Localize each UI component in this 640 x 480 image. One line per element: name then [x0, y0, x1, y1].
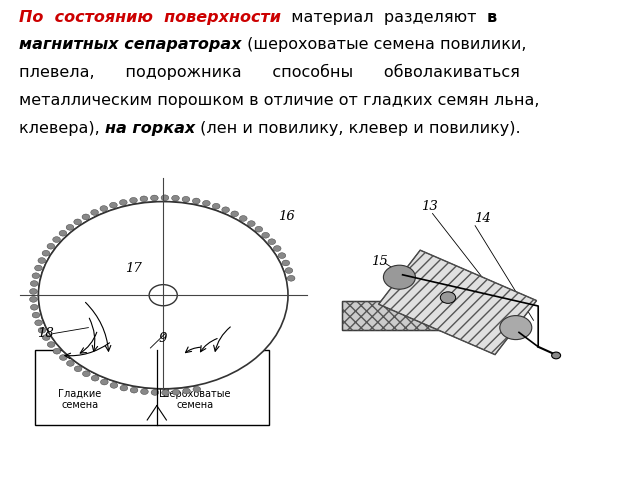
Text: (лен и повилику, клевер и повилику).: (лен и повилику, клевер и повилику). [195, 121, 521, 136]
Circle shape [552, 352, 561, 359]
Circle shape [172, 195, 179, 201]
Text: 18: 18 [37, 327, 54, 340]
Circle shape [32, 312, 40, 318]
Text: материал  разделяют: материал разделяют [281, 10, 487, 24]
Circle shape [38, 327, 46, 333]
Circle shape [74, 366, 82, 372]
Circle shape [151, 390, 159, 396]
Text: (шероховатые семена повилики,: (шероховатые семена повилики, [242, 37, 526, 52]
Text: на горках: на горках [105, 121, 195, 136]
Circle shape [287, 276, 295, 281]
Circle shape [91, 210, 99, 216]
Bar [342, 301, 483, 330]
Circle shape [268, 239, 276, 245]
Circle shape [38, 258, 45, 264]
Circle shape [35, 265, 42, 271]
Circle shape [285, 268, 292, 274]
Text: 16: 16 [278, 210, 295, 224]
Circle shape [29, 288, 37, 294]
Circle shape [74, 219, 81, 225]
Text: клевера),: клевера), [19, 121, 105, 136]
Circle shape [130, 197, 138, 203]
Circle shape [500, 316, 532, 340]
Circle shape [141, 389, 148, 395]
Circle shape [42, 251, 50, 256]
Text: 14: 14 [474, 212, 490, 225]
Circle shape [383, 265, 415, 289]
Circle shape [60, 355, 67, 360]
Circle shape [282, 260, 290, 266]
Circle shape [32, 273, 40, 278]
Circle shape [100, 379, 108, 385]
Text: в: в [487, 10, 497, 24]
Circle shape [202, 201, 210, 206]
Circle shape [47, 342, 55, 348]
Circle shape [150, 195, 158, 201]
Circle shape [149, 285, 177, 306]
Text: По  состоянию  поверхности: По состоянию поверхности [19, 10, 281, 24]
Text: металлическим порошком в отличие от гладких семян льна,: металлическим порошком в отличие от глад… [19, 93, 540, 108]
Text: 13: 13 [421, 200, 438, 213]
Circle shape [255, 227, 262, 232]
Circle shape [248, 221, 255, 227]
Circle shape [262, 232, 269, 238]
Text: 15: 15 [371, 255, 388, 268]
Circle shape [239, 216, 247, 221]
Circle shape [67, 360, 74, 366]
Circle shape [278, 252, 285, 258]
Circle shape [140, 196, 148, 202]
Circle shape [66, 225, 74, 230]
Circle shape [53, 348, 61, 354]
Circle shape [110, 383, 118, 388]
Circle shape [161, 195, 169, 201]
Circle shape [42, 335, 50, 340]
Circle shape [172, 389, 180, 395]
Circle shape [440, 292, 456, 303]
Circle shape [52, 237, 60, 242]
Circle shape [30, 281, 38, 287]
Bar [35, 350, 269, 425]
Circle shape [182, 196, 190, 202]
Circle shape [120, 200, 127, 205]
Text: Шероховатые
семена: Шероховатые семена [159, 389, 231, 410]
Circle shape [59, 230, 67, 236]
Text: магнитных сепараторах: магнитных сепараторах [19, 37, 242, 52]
Circle shape [130, 387, 138, 393]
Text: 9: 9 [159, 332, 167, 345]
Circle shape [35, 320, 42, 325]
Circle shape [38, 202, 288, 389]
Circle shape [162, 390, 170, 396]
Circle shape [47, 243, 54, 249]
Circle shape [31, 304, 38, 310]
Polygon shape [379, 250, 536, 355]
Bar [342, 301, 483, 330]
Circle shape [100, 205, 108, 211]
Text: Гладкие
семена: Гладкие семена [58, 389, 102, 410]
Circle shape [212, 204, 220, 209]
Circle shape [193, 198, 200, 204]
Circle shape [273, 246, 281, 252]
Circle shape [83, 371, 90, 377]
Circle shape [92, 375, 99, 381]
Circle shape [222, 207, 230, 213]
Polygon shape [38, 202, 286, 389]
Circle shape [109, 203, 117, 208]
Text: 17: 17 [125, 262, 141, 276]
Circle shape [231, 211, 239, 217]
Circle shape [120, 385, 128, 391]
Circle shape [29, 297, 37, 302]
Circle shape [182, 388, 190, 394]
Circle shape [193, 386, 201, 392]
Circle shape [82, 214, 90, 220]
Text: плевела,      подорожника      способны      обволакиваться: плевела, подорожника способны обволакива… [19, 64, 520, 80]
